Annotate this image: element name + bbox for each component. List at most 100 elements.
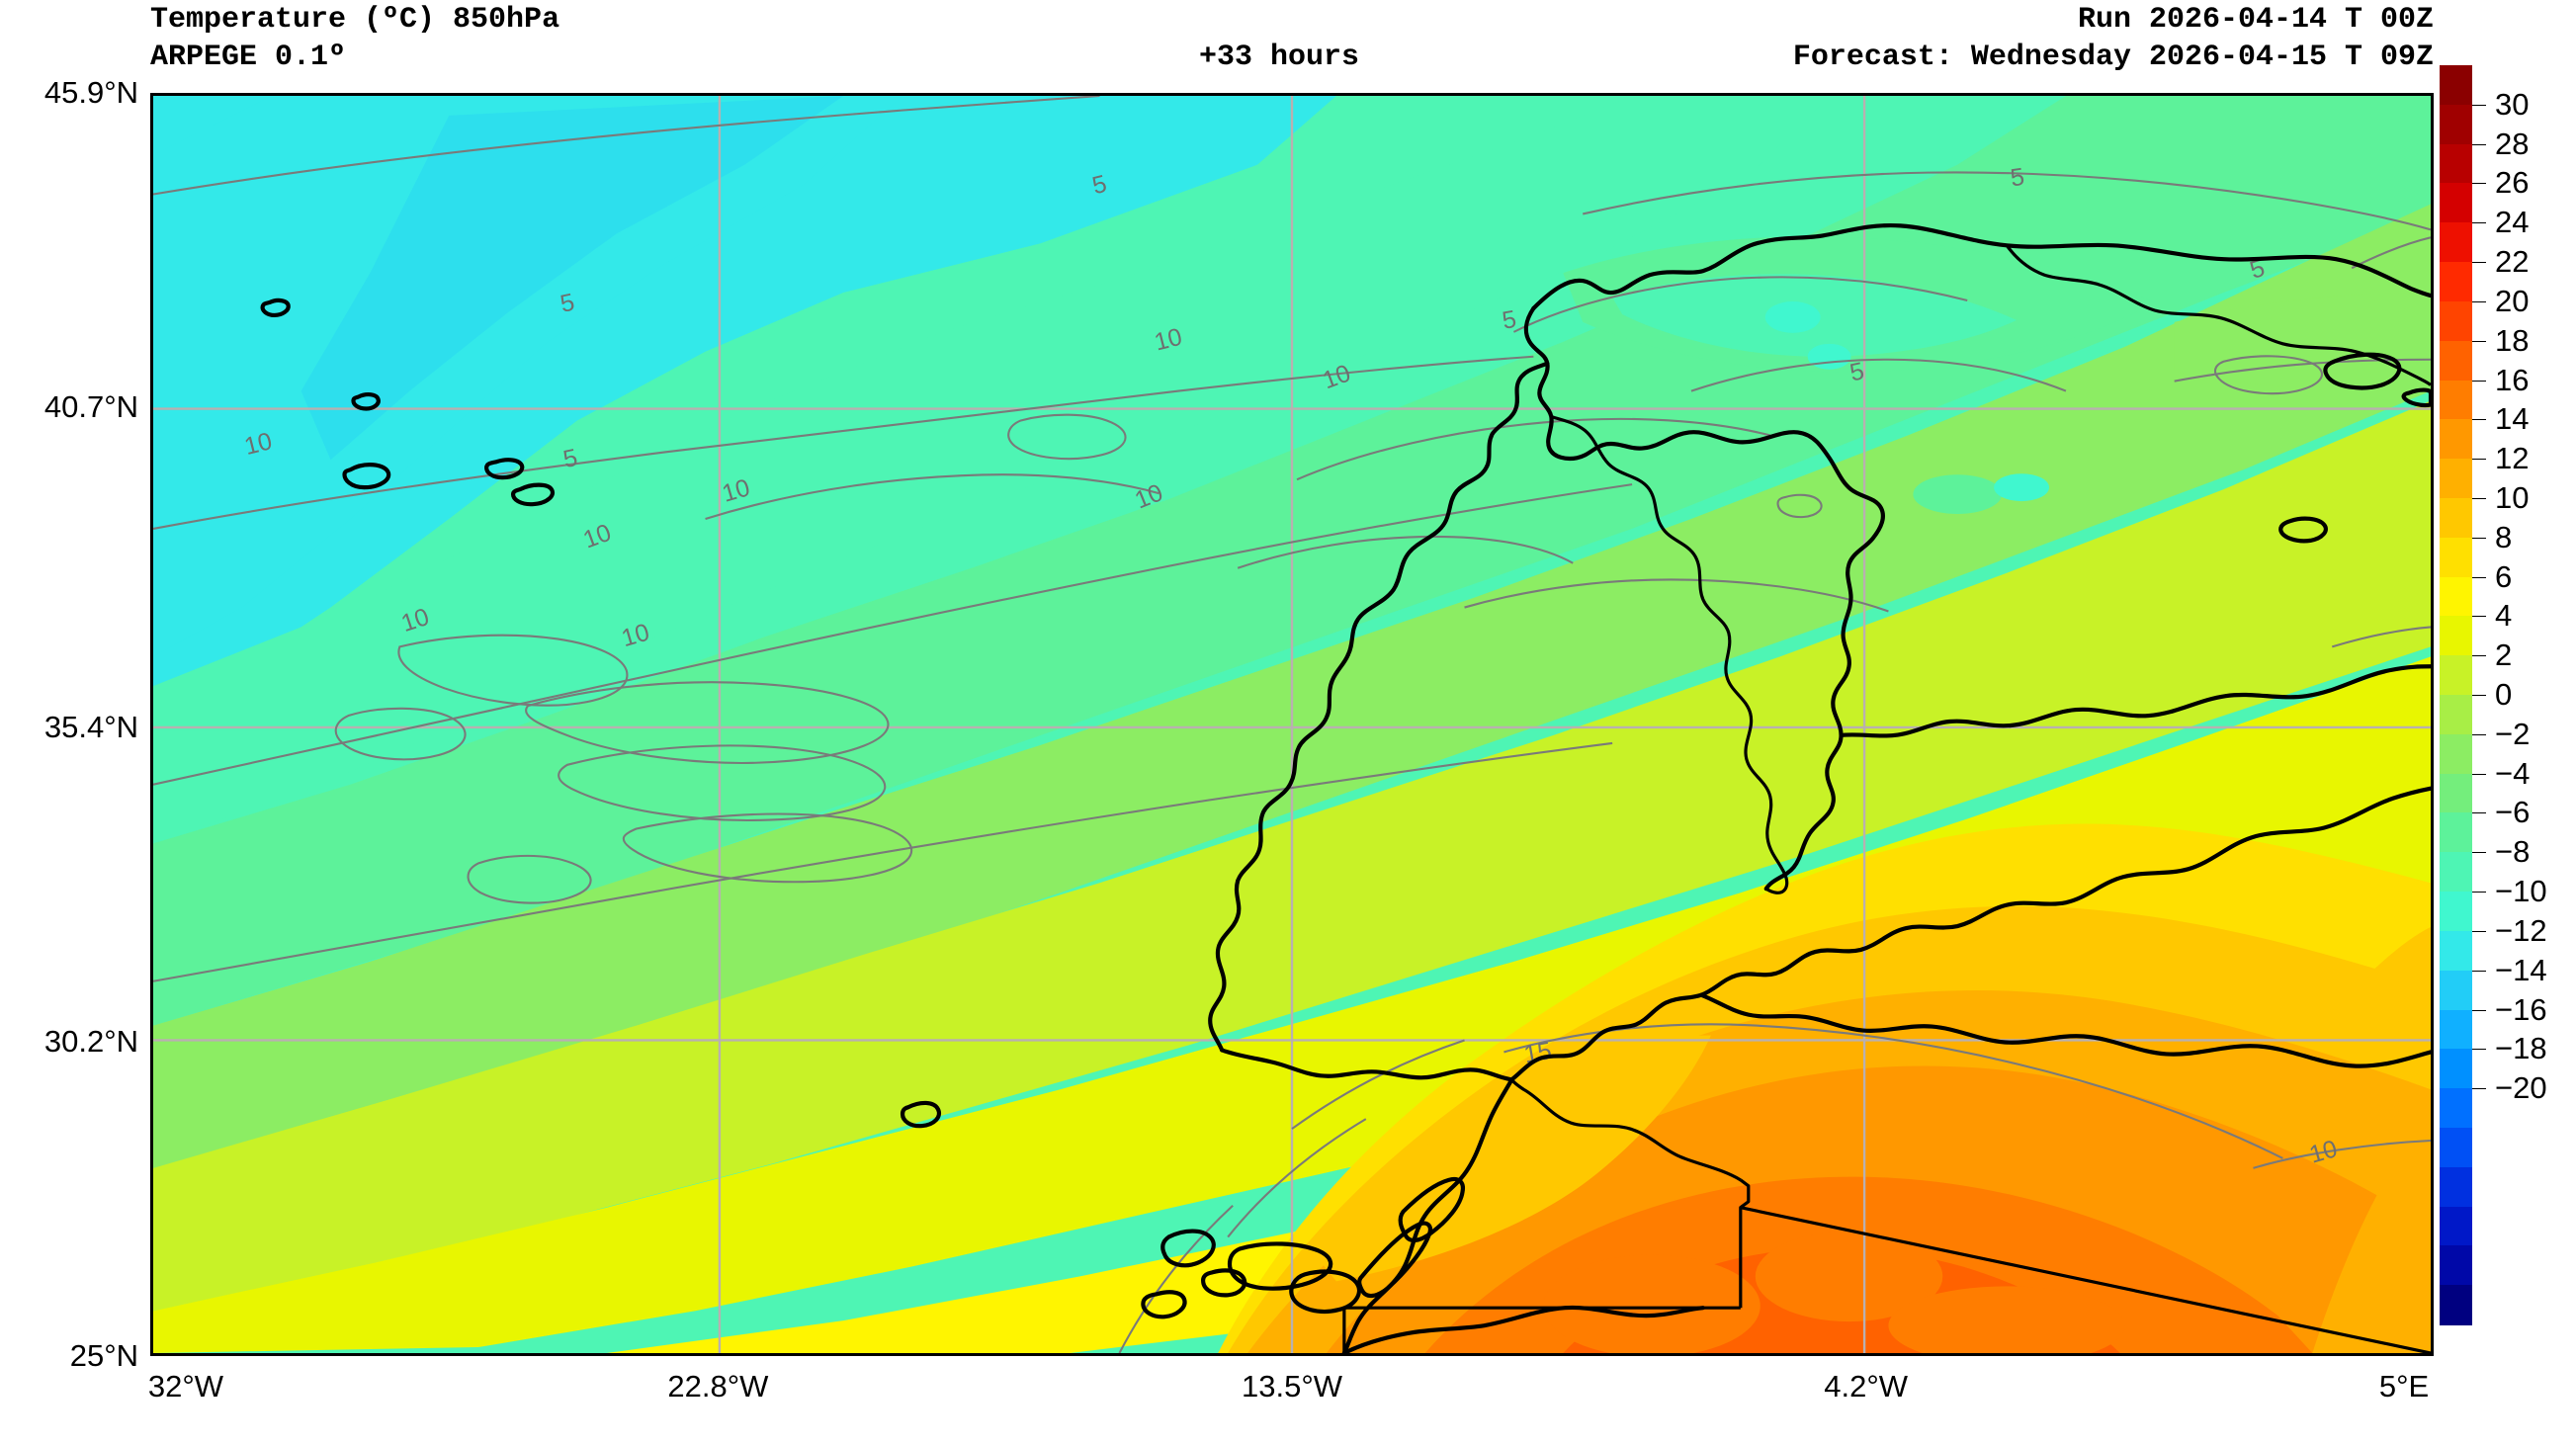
y-axis-tick-label: 45.9°N <box>43 75 138 110</box>
y-axis-tick-label: 30.2°N <box>43 1024 138 1060</box>
colorbar-segment <box>2440 733 2472 775</box>
colorbar-tick <box>2472 340 2486 342</box>
colorbar-segment <box>2440 1049 2472 1089</box>
colorbar-tick-label: −4 <box>2495 755 2531 791</box>
colorbar-tick <box>2472 104 2486 106</box>
forecast-step-label: +33 hours <box>1199 41 1360 74</box>
colorbar-tick-label: 8 <box>2495 519 2513 554</box>
colorbar-segment <box>2440 1245 2472 1286</box>
colorbar-tick-label: −16 <box>2495 991 2547 1027</box>
y-axis-tick-label: 40.7°N <box>43 388 138 424</box>
colorbar-tick-label: −20 <box>2495 1070 2547 1106</box>
colorbar-segment <box>2440 852 2472 893</box>
colorbar-tick <box>2472 183 2486 185</box>
colorbar-segment <box>2440 537 2472 578</box>
colorbar-tick <box>2472 576 2486 578</box>
colorbar-tick-label: 4 <box>2495 598 2513 634</box>
colorbar-segment <box>2440 340 2472 382</box>
colorbar-tick <box>2472 222 2486 224</box>
y-axis-tick-label: 35.4°N <box>43 710 138 745</box>
colorbar-segment <box>2440 970 2472 1011</box>
colorbar[interactable]: 30 28 26 24 22 20 18 16 14 12 10 8 6 4 2 0 −2 −4 −6 −8 −10 −1… <box>2440 65 2547 1325</box>
colorbar-tick <box>2472 695 2486 696</box>
colorbar-tick <box>2472 733 2486 735</box>
colorbar-segment <box>2440 616 2472 656</box>
colorbar-tick-label: −12 <box>2495 912 2547 948</box>
contour-label-5: 5 <box>1501 305 1519 335</box>
colorbar-tick <box>2472 537 2486 539</box>
colorbar-segment <box>2440 262 2472 302</box>
coastlines <box>260 222 2431 1353</box>
colorbar-tick-label: −6 <box>2495 795 2531 830</box>
x-axis-tick-label: 5°E <box>2378 1369 2430 1403</box>
colorbar-tick <box>2472 1088 2486 1090</box>
colorbar-tick-label: 6 <box>2495 558 2513 594</box>
contour-label-5: 5 <box>560 444 579 473</box>
colorbar-segment <box>2440 892 2472 932</box>
colorbar-tick <box>2472 419 2486 421</box>
colorbar-segment <box>2440 576 2472 617</box>
contour-label-5: 5 <box>1847 357 1866 386</box>
contour-label-5: 5 <box>558 289 576 318</box>
model-label: ARPEGE 0.1º <box>150 41 347 74</box>
contour-label-5: 5 <box>1089 170 1109 200</box>
x-axis-tick-label: 22.8°W <box>667 1369 769 1403</box>
contour-label-5: 5 <box>2009 163 2026 193</box>
x-axis-tick-label: 4.2°W <box>1824 1369 1908 1403</box>
x-axis-tick-label: 13.5°W <box>1242 1369 1342 1403</box>
colorbar-tick-label: 20 <box>2495 283 2530 318</box>
x-axis-tick-label: 32°W <box>147 1369 224 1403</box>
colorbar-tick-label: 16 <box>2495 362 2530 397</box>
colorbar-tick-label: 24 <box>2495 205 2530 240</box>
colorbar-tick-label: 10 <box>2495 479 2530 515</box>
colorbar-segment <box>2440 812 2472 853</box>
colorbar-tick <box>2472 143 2486 145</box>
colorbar-tick <box>2472 300 2486 302</box>
temperature-field-svg: 5 5 5 5 5 5 5 10 10 10 10 10 10 10 10 10 <box>153 96 2431 1353</box>
colorbar-tick-label: 22 <box>2495 244 2530 280</box>
colorbar-segment <box>2440 300 2472 342</box>
colorbar-tick-label: 28 <box>2495 126 2530 161</box>
colorbar-segment <box>2440 1166 2472 1208</box>
colorbar-tick-label: 18 <box>2495 322 2530 358</box>
colorbar-tick <box>2472 930 2486 932</box>
colorbar-tick-label: −2 <box>2495 716 2531 751</box>
colorbar-segment <box>2440 930 2472 972</box>
map-plot-area[interactable]: 5 5 5 5 5 5 5 10 10 10 10 10 10 10 10 10 <box>150 93 2434 1356</box>
colorbar-segment <box>2440 655 2472 696</box>
colorbar-segment <box>2440 104 2472 145</box>
colorbar-tick <box>2472 852 2486 854</box>
colorbar-tick <box>2472 1009 2486 1011</box>
colorbar-segment <box>2440 1206 2472 1246</box>
colorbar-segment <box>2440 1088 2472 1129</box>
colorbar-segment <box>2440 380 2472 420</box>
contour-label-15: 15 <box>1522 1037 1554 1068</box>
contour-label-10: 10 <box>241 427 275 461</box>
colorbar-segment <box>2440 695 2472 735</box>
colorbar-tick <box>2472 262 2486 264</box>
colorbar-segment <box>2440 1127 2472 1168</box>
colorbar-segment <box>2440 65 2472 106</box>
colorbar-tick <box>2472 892 2486 893</box>
colorbar-tick <box>2472 616 2486 618</box>
colorbar-segment <box>2440 1285 2472 1325</box>
colorbar-tick-label: 30 <box>2495 86 2530 122</box>
colorbar-segment <box>2440 183 2472 223</box>
colorbar-segment <box>2440 143 2472 185</box>
colorbar-segment <box>2440 222 2472 263</box>
run-label: Run 2026-04-14 T 00Z <box>2077 3 2434 37</box>
colorbar-segment <box>2440 497 2472 539</box>
colorbar-tick <box>2472 655 2486 657</box>
colorbar-segment <box>2440 419 2472 460</box>
colorbar-tick-label: −10 <box>2495 874 2547 909</box>
colorbar-tick <box>2472 380 2486 382</box>
colorbar-tick-label: 0 <box>2495 677 2513 712</box>
colorbar-segment <box>2440 1009 2472 1050</box>
colorbar-tick-label: 2 <box>2495 638 2513 673</box>
colorbar-tick <box>2472 812 2486 814</box>
colorbar-tick <box>2472 459 2486 461</box>
colorbar-tick-label: −8 <box>2495 834 2531 870</box>
colorbar-tick <box>2472 1049 2486 1051</box>
map-title: Temperature (ºC) 850hPa <box>150 3 560 37</box>
